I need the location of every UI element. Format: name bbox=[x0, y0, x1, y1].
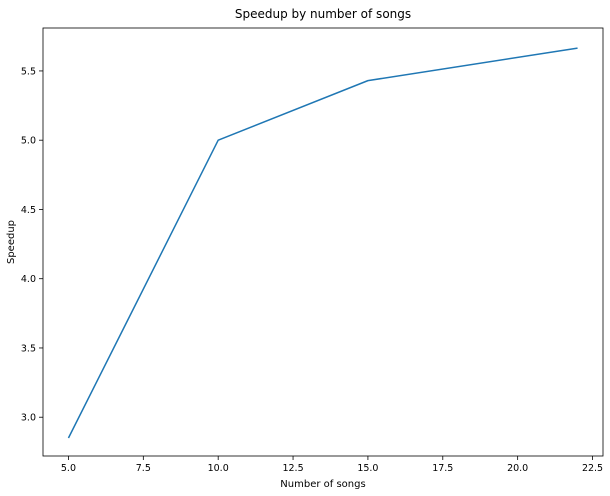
y-tick-label: 3.5 bbox=[21, 343, 36, 354]
y-tick-label: 5.5 bbox=[21, 66, 36, 77]
x-tick-label: 17.5 bbox=[432, 463, 453, 474]
y-tick-label: 4.0 bbox=[21, 274, 36, 285]
series-layer bbox=[67, 47, 578, 439]
x-tick-label: 22.5 bbox=[582, 463, 603, 474]
y-axis-label: Speedup bbox=[6, 220, 17, 264]
chart-title: Speedup by number of songs bbox=[235, 7, 411, 21]
x-axis-label: Number of songs bbox=[280, 479, 365, 490]
y-tick-label: 5.0 bbox=[21, 136, 36, 147]
x-tick-label: 7.5 bbox=[136, 463, 151, 474]
x-tick-label: 5.0 bbox=[61, 463, 76, 474]
x-tick-label: 15.0 bbox=[357, 463, 378, 474]
y-tick-label: 3.0 bbox=[21, 413, 36, 424]
x-tick-label: 10.0 bbox=[208, 463, 229, 474]
x-tick-label: 12.5 bbox=[282, 463, 303, 474]
y-axis: 3.0 3.5 4.0 4.5 5.0 5.5 bbox=[21, 66, 43, 424]
series-line-0 bbox=[67, 47, 578, 439]
plot-area bbox=[42, 27, 604, 457]
y-tick-label: 4.5 bbox=[21, 205, 36, 216]
x-tick-label: 20.0 bbox=[507, 463, 528, 474]
x-axis: 5.0 7.5 10.0 12.5 15.0 17.5 20.0 22.5 bbox=[61, 456, 603, 474]
